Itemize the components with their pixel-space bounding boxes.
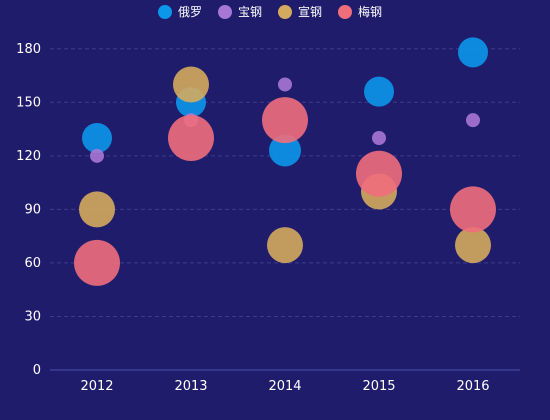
x-tick-label: 2014 [268,379,301,394]
bubble-point[interactable] [372,131,386,145]
series-4 [74,97,496,286]
y-tick-label: 120 [16,149,41,164]
bubble-point[interactable] [466,113,480,128]
legend-label: 俄罗 [178,5,202,19]
legend-item[interactable]: 宣钢 [278,4,322,19]
legend-item[interactable]: 宝钢 [218,5,262,19]
bubble-point[interactable] [278,77,292,92]
y-tick-label: 30 [24,309,41,324]
y-tick-label: 60 [24,256,41,271]
bubble-point[interactable] [450,186,496,233]
legend-swatch [278,5,292,19]
axes: 0 30 60 90 120 150 180 2012 2013 2014 2015 2016 [16,42,520,394]
bubble-point[interactable] [82,123,112,153]
bubble-point[interactable] [262,97,308,144]
bubble-point[interactable] [74,239,120,286]
x-tick-label: 2015 [362,379,395,394]
x-tick-label: 2013 [174,379,207,394]
bubble-point[interactable] [356,150,402,197]
legend-item[interactable]: 俄罗 [158,5,202,19]
bubble-point[interactable] [458,37,488,68]
y-tick-label: 150 [16,95,41,110]
y-tick-label: 90 [24,202,41,217]
legend-item[interactable]: 梅钢 [338,4,382,19]
bubble-point[interactable] [455,227,491,264]
x-tick-label: 2012 [80,379,113,394]
bubble-point[interactable] [90,148,104,163]
bubble-point[interactable] [79,191,115,228]
legend-label: 宣钢 [298,4,322,19]
legend-swatch [218,5,232,19]
plot-area [74,37,496,286]
y-tick-label: 180 [16,42,41,57]
bubble-point[interactable] [173,66,209,103]
bubble-point[interactable] [364,76,394,107]
bubble-point[interactable] [168,115,214,161]
legend-swatch [338,5,352,19]
x-tick-label: 2016 [456,379,489,394]
y-tick-label: 0 [33,363,41,378]
legend-swatch [158,5,172,19]
legend: 俄罗 宝钢 宣钢 梅钢 [158,4,382,19]
bubble-point[interactable] [267,227,303,264]
bubble-point[interactable] [269,134,301,167]
legend-label: 宝钢 [238,5,262,19]
legend-label: 梅钢 [358,4,382,19]
